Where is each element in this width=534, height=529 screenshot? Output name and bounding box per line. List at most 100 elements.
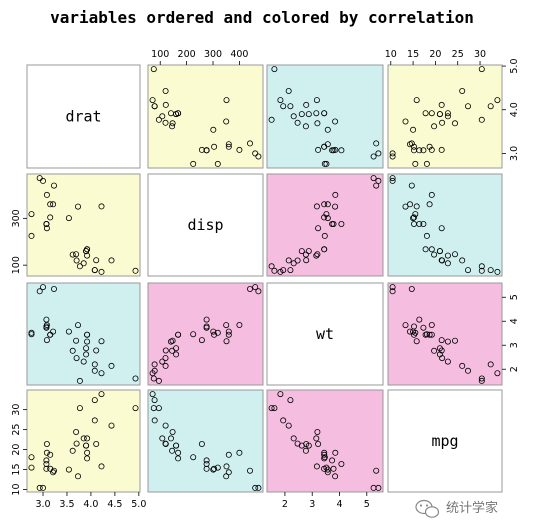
data-point [246,140,253,147]
data-point [438,146,445,153]
panel-mpg-disp [147,389,264,493]
data-point [132,267,139,274]
data-point [389,284,396,291]
data-point [223,118,230,125]
data-point [285,88,292,95]
data-point [40,177,47,184]
data-point [190,454,197,461]
data-point [494,97,501,104]
tick-label: 4.0 [83,499,98,510]
data-point [315,440,322,447]
data-point [73,440,80,447]
tick-label: 20 [11,444,22,456]
data-point [285,257,292,264]
data-point [389,288,396,295]
tick-label: 5 [509,294,520,300]
data-point [252,284,259,291]
data-point [28,464,35,471]
data-point [428,191,435,198]
tick-label: 3 [509,342,520,348]
data-point [428,246,435,253]
data-point [332,146,339,153]
data-point [169,347,176,354]
data-point [91,417,98,424]
data-point [444,110,451,117]
panel-background [266,282,384,386]
data-point [338,220,345,227]
data-point [173,442,180,449]
panel-drat-mpg [387,64,503,169]
data-point [459,362,466,369]
data-point [321,449,328,456]
data-point [236,146,243,153]
data-point [73,428,80,435]
tick-label: 4.5 [107,499,122,510]
data-point [426,331,433,338]
data-point [43,449,50,456]
data-point [444,113,451,120]
panel-wt-disp [147,282,264,386]
data-point [338,147,345,154]
data-point [439,119,446,126]
tick-label: 5 [364,499,370,510]
panel-background [387,389,503,493]
data-point [280,267,287,274]
variable-label: mpg [431,432,458,450]
data-point [321,143,328,150]
data-point [210,126,217,133]
data-point [303,257,310,264]
data-point [332,118,339,125]
data-point [51,285,58,292]
data-point [302,251,309,258]
data-point [151,397,158,404]
data-point [389,175,396,182]
data-point [478,377,485,384]
data-point [76,377,83,384]
data-point [28,232,35,239]
panel-mpg-drat [26,389,141,493]
data-point [225,143,232,150]
data-point [478,263,485,270]
data-point [444,260,451,267]
data-point [211,143,218,150]
data-point [91,361,98,368]
data-point [464,367,471,374]
data-point [47,214,54,221]
tick-label: 25 [11,424,22,436]
data-point [494,370,501,377]
data-point [223,338,230,345]
tick-label: 30 [11,404,22,416]
variable-label: disp [187,216,223,234]
data-point [321,246,328,253]
data-point [431,347,438,354]
data-point [294,119,301,126]
data-point [287,103,294,110]
data-point [93,257,100,264]
data-point [91,267,98,274]
data-point [321,201,328,208]
data-point [83,345,90,352]
data-point [375,177,382,184]
data-point [313,110,320,117]
data-point [84,338,91,345]
data-point [277,391,284,398]
data-point [459,257,466,264]
data-point [290,113,297,120]
data-point [416,316,423,323]
tick-label: 25 [452,49,464,60]
data-point [271,267,278,274]
data-point [75,473,82,480]
data-point [321,214,328,221]
data-point [438,347,445,354]
data-point [223,322,230,329]
tick-label: 30 [474,49,486,60]
data-point [410,331,417,338]
data-point [198,146,205,153]
data-point [302,123,309,130]
variable-label: drat [65,108,101,126]
data-point [167,435,174,442]
data-point [313,97,320,104]
tick-label: 5.0 [131,499,146,510]
data-point [413,338,420,345]
panel-background [26,282,141,386]
